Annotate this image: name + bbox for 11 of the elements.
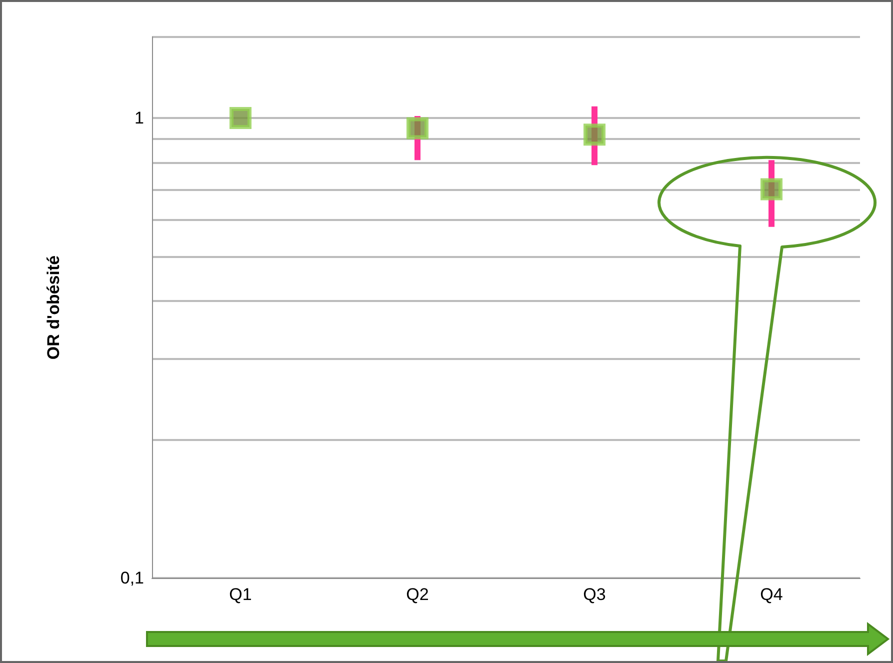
y-tick-label: 0,1 xyxy=(120,568,144,588)
point xyxy=(406,117,428,140)
point xyxy=(760,178,782,200)
x-tick-label: Q1 xyxy=(229,585,252,604)
point xyxy=(230,107,252,129)
x-tick-label: Q4 xyxy=(760,585,783,604)
y-axis-title: OR d'obésité xyxy=(44,255,63,360)
x-tick-label: Q2 xyxy=(406,585,429,604)
y-tick-label: 1 xyxy=(134,108,144,128)
point xyxy=(584,124,606,146)
x-tick-label: Q3 xyxy=(583,585,606,604)
